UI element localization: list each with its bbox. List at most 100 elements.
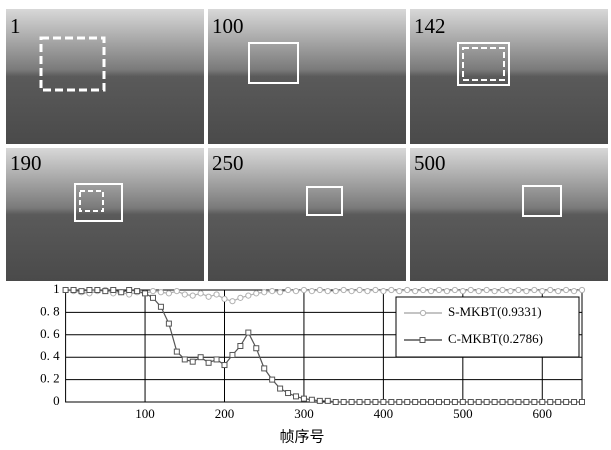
x-tick-label: 100 <box>135 406 155 421</box>
marker <box>405 400 410 405</box>
marker <box>397 400 402 405</box>
frame-label: 250 <box>212 151 244 175</box>
marker <box>230 299 235 304</box>
figure: 1 100 142 190 250 500 帧序号 00. 20. 40. 60… <box>0 0 611 450</box>
marker <box>468 287 473 292</box>
marker <box>365 400 370 405</box>
marker <box>103 289 108 294</box>
y-tick-label: 0. 8 <box>40 303 60 318</box>
marker <box>524 400 529 405</box>
marker <box>293 289 298 294</box>
marker <box>516 400 521 405</box>
marker <box>492 289 497 294</box>
marker <box>111 288 116 293</box>
marker <box>95 288 100 293</box>
frame-label: 100 <box>212 14 244 38</box>
marker <box>571 289 576 294</box>
marker <box>333 400 338 405</box>
marker <box>516 287 521 292</box>
marker <box>286 391 291 396</box>
marker <box>436 287 441 292</box>
marker <box>214 357 219 362</box>
marker <box>428 289 433 294</box>
marker <box>421 287 426 292</box>
marker <box>476 289 481 294</box>
marker <box>540 400 545 405</box>
marker <box>87 288 92 293</box>
x-tick-label: 300 <box>294 406 314 421</box>
marker <box>492 400 497 405</box>
marker <box>556 400 561 405</box>
marker <box>262 290 267 295</box>
marker <box>238 344 243 349</box>
marker <box>254 291 259 296</box>
marker <box>198 355 203 360</box>
marker <box>270 289 275 294</box>
marker <box>278 290 283 295</box>
marker <box>460 400 465 405</box>
marker <box>166 321 171 326</box>
marker <box>548 400 553 405</box>
marker <box>135 289 140 294</box>
y-tick-label: 0. 6 <box>40 326 60 341</box>
marker <box>127 288 132 293</box>
marker <box>572 400 577 405</box>
marker <box>119 290 124 295</box>
marker <box>222 363 227 368</box>
marker <box>460 289 465 294</box>
marker <box>389 287 394 292</box>
marker <box>579 287 584 292</box>
marker <box>444 289 449 294</box>
marker <box>476 400 481 405</box>
marker <box>317 398 322 403</box>
marker <box>508 400 513 405</box>
marker <box>246 293 251 298</box>
legend-marker <box>420 338 425 343</box>
marker <box>532 287 537 292</box>
marker <box>413 289 418 294</box>
marker <box>182 292 187 297</box>
frame-label: 1 <box>10 14 21 38</box>
x-tick-label: 200 <box>215 406 235 421</box>
marker <box>405 287 410 292</box>
marker <box>246 330 251 335</box>
marker <box>206 360 211 365</box>
marker <box>63 288 68 293</box>
marker <box>238 295 243 300</box>
marker <box>301 287 306 292</box>
x-tick-label: 600 <box>533 406 553 421</box>
marker <box>198 291 203 296</box>
marker <box>484 400 489 405</box>
marker <box>452 400 457 405</box>
frame: 250 <box>208 148 406 281</box>
marker <box>254 346 259 351</box>
marker <box>468 400 473 405</box>
marker <box>373 287 378 292</box>
marker <box>285 287 290 292</box>
frame: 500 <box>410 148 608 281</box>
marker <box>365 289 370 294</box>
marker <box>190 359 195 364</box>
marker <box>373 400 378 405</box>
marker <box>309 397 314 402</box>
marker <box>230 352 235 357</box>
marker <box>278 386 283 391</box>
marker <box>158 304 163 309</box>
marker <box>556 289 561 294</box>
marker <box>301 396 306 401</box>
marker <box>349 400 354 405</box>
marker <box>452 287 457 292</box>
frame: 1 <box>6 9 204 144</box>
marker <box>413 400 418 405</box>
marker <box>143 291 148 296</box>
marker <box>484 287 489 292</box>
marker <box>174 289 179 294</box>
marker <box>540 289 545 294</box>
marker <box>150 295 155 300</box>
x-tick-label: 500 <box>453 406 473 421</box>
marker <box>182 357 187 362</box>
marker <box>317 287 322 292</box>
marker <box>214 292 219 297</box>
frame-label: 142 <box>414 14 446 38</box>
marker <box>389 400 394 405</box>
